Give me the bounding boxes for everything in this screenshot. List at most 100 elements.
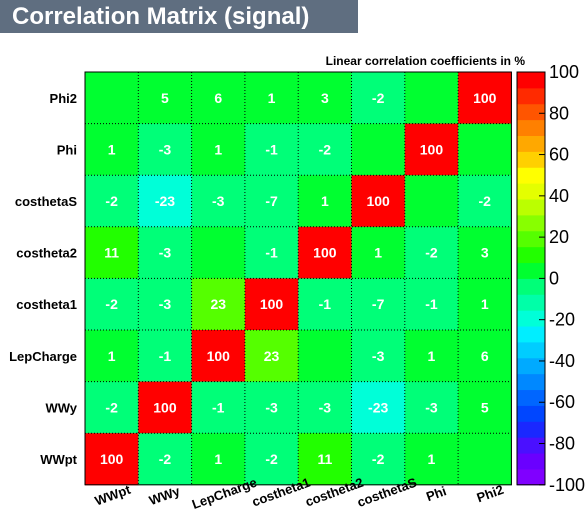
- cell-value-label: -2: [372, 451, 385, 467]
- heatmap-cell: [138, 123, 193, 176]
- heatmap-cell: [244, 72, 299, 125]
- cell-value-label: -3: [425, 399, 438, 415]
- cell-value-label: -3: [319, 399, 332, 415]
- cell-value-label: 5: [481, 399, 489, 415]
- cell-value-label: 6: [214, 90, 222, 106]
- color-scale-tick-label: 40: [549, 186, 569, 206]
- cell-value-label: -2: [425, 245, 438, 261]
- heatmap-cell: [244, 381, 299, 434]
- color-scale-tick-label: -60: [549, 392, 575, 412]
- cell-value-label: -1: [319, 296, 332, 312]
- heatmap-cell: [404, 278, 459, 331]
- cell-value-label: 1: [428, 451, 436, 467]
- color-scale-step: [517, 214, 545, 232]
- heatmap-cell: [351, 381, 406, 434]
- cell-value-label: 100: [313, 245, 337, 261]
- cell-value-label: -2: [105, 399, 118, 415]
- heatmap-cell: [458, 381, 512, 434]
- cell-value-label: -7: [265, 193, 278, 209]
- color-scale-step: [517, 119, 545, 137]
- heatmap-cell: [85, 175, 139, 228]
- heatmap-cell: [298, 175, 352, 228]
- plot-frame: [84, 71, 512, 486]
- heatmap-cell: [191, 226, 246, 279]
- cell-value-label: 1: [481, 296, 489, 312]
- heatmap-cell: [85, 123, 139, 176]
- column-label: WWpt: [93, 482, 133, 509]
- color-scale-step: [517, 326, 545, 343]
- color-scale-step: [517, 151, 545, 168]
- heatmap-cell: [351, 72, 406, 125]
- column-label: Phi2: [475, 482, 506, 505]
- heatmap-cell: [351, 433, 406, 486]
- heatmap-cell: [85, 72, 139, 125]
- cell-value-label: 1: [108, 141, 116, 157]
- cell-value-label: 23: [264, 348, 280, 364]
- cell-value-label: -3: [159, 296, 172, 312]
- color-scale-tick-label: -40: [549, 351, 575, 371]
- color-scale-tick-label: 20: [549, 227, 569, 247]
- cell-value-label: 100: [420, 141, 444, 157]
- heatmap-cell: [138, 433, 193, 486]
- color-scale-step: [517, 135, 545, 152]
- heatmap-cell: [404, 381, 459, 434]
- cell-value-label: -23: [368, 399, 388, 415]
- cell-value-label: 5: [161, 90, 169, 106]
- heatmap-cell: [404, 123, 459, 176]
- color-scale-tick-label: -100: [549, 475, 585, 495]
- heatmap-cell: [85, 381, 139, 434]
- cell-value-label: 1: [428, 348, 436, 364]
- row-label: costheta2: [16, 246, 77, 261]
- cell-value-label: -2: [105, 296, 118, 312]
- cell-value-label: 1: [214, 451, 222, 467]
- cell-value-label: 100: [366, 193, 390, 209]
- cell-value-label: 3: [321, 90, 329, 106]
- heatmap-cell: [458, 278, 512, 331]
- cell-value-label: -1: [425, 296, 438, 312]
- cell-value-label: -2: [319, 141, 332, 157]
- heatmap-cell: [191, 381, 246, 434]
- heatmap-cell: [404, 226, 459, 279]
- heatmap-cell: [85, 278, 139, 331]
- heatmap-cell: [138, 278, 193, 331]
- color-scale-step: [517, 167, 545, 184]
- cell-value-label: -2: [479, 193, 492, 209]
- color-scale-step: [517, 468, 545, 486]
- heatmap-cell: [191, 175, 246, 228]
- cell-value-label: -1: [159, 348, 172, 364]
- cell-value-label: 6: [481, 348, 489, 364]
- heatmap-cell: [138, 72, 193, 125]
- cell-value-label: 3: [481, 245, 489, 261]
- color-scale-step: [517, 357, 545, 375]
- heatmap-cell: [458, 123, 512, 176]
- cell-value-label: -1: [265, 141, 278, 157]
- color-scale-step: [517, 262, 545, 279]
- row-label: WWy: [45, 400, 77, 415]
- heatmap-cell: [298, 123, 352, 176]
- color-scale-step: [517, 437, 545, 454]
- cell-value-label: 23: [210, 296, 226, 312]
- cell-value-label: -1: [265, 245, 278, 261]
- cell-value-label: -23: [155, 193, 175, 209]
- row-label: costhetaS: [15, 194, 77, 209]
- page-title: Correlation Matrix (signal): [0, 0, 358, 33]
- color-scale-step: [517, 421, 545, 438]
- heatmap-cell: [458, 175, 512, 228]
- color-scale-step: [517, 341, 545, 359]
- color-scale-step: [517, 373, 545, 391]
- cell-value-label: -2: [265, 451, 278, 467]
- color-scale-step: [517, 310, 545, 327]
- heatmap-cell: [351, 330, 406, 383]
- heatmap-cell: [298, 278, 352, 331]
- color-scale-step: [517, 389, 545, 406]
- color-scale-tick-label: 80: [549, 103, 569, 123]
- color-scale-labels: 100 80 60 40 20 0 -20 -40 -60 -80 -100: [539, 62, 585, 495]
- heatmap-cell: [351, 123, 406, 176]
- cell-value-label: 1: [268, 90, 276, 106]
- heatmap-cell: [244, 175, 299, 228]
- heatmap-cell: [244, 330, 299, 383]
- color-scale-tick-label: -20: [549, 310, 575, 330]
- cell-value-label: 1: [108, 348, 116, 364]
- cell-value-label: 100: [207, 348, 231, 364]
